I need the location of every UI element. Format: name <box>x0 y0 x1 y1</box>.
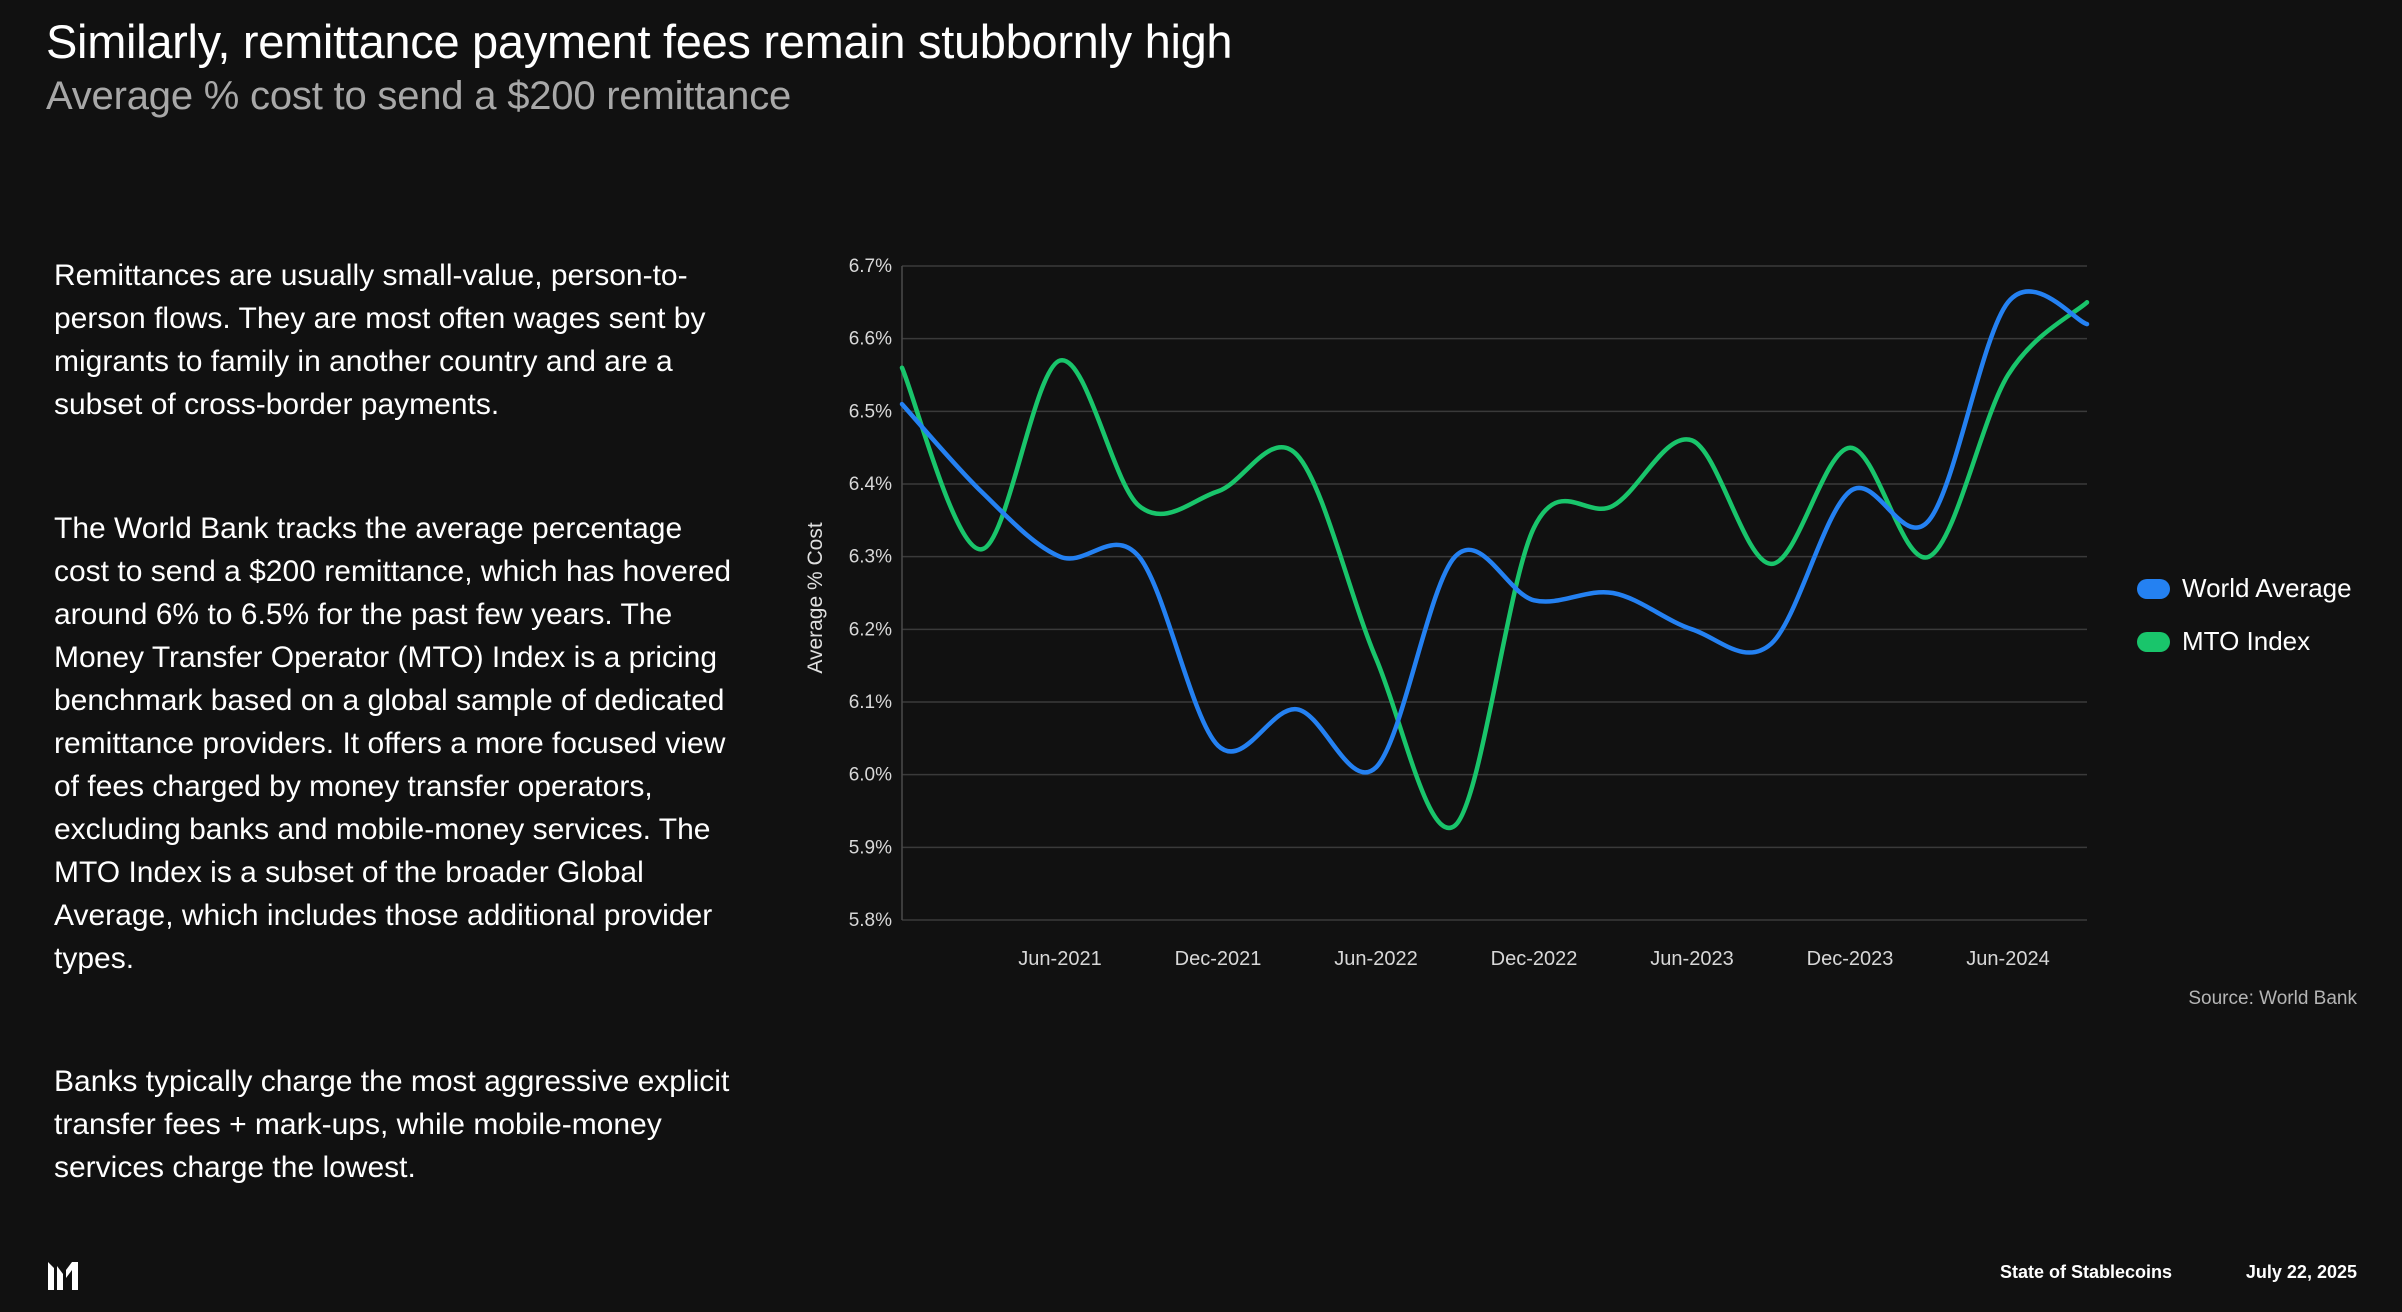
y-tick-label: 6.4% <box>849 474 892 495</box>
y-tick-label: 6.7% <box>849 256 892 277</box>
legend-label-mto-index: MTO Index <box>2182 626 2311 656</box>
y-tick-label: 6.0% <box>849 765 892 786</box>
y-axis-label: Average % Cost <box>804 522 827 674</box>
legend-label-world-average: World Average <box>2182 573 2352 603</box>
x-tick-label: Jun-2024 <box>1966 948 2049 970</box>
body-paragraph-banks: Banks typically charge the most aggressi… <box>54 1065 730 1184</box>
page-subtitle: Average % cost to send a $200 remittance <box>46 74 792 118</box>
legend-swatch-world-average <box>2137 578 2170 599</box>
y-tick-label: 5.8% <box>849 910 892 931</box>
footer-report-name: State of Stablecoins <box>2000 1262 2173 1282</box>
legend-item-world-average: World Average <box>2137 573 2352 604</box>
y-tick-label: 6.1% <box>849 692 892 713</box>
body-paragraph-remittances: Remittances are usually small-value, per… <box>54 259 706 421</box>
footer-date: July 22, 2025 <box>2245 1262 2357 1282</box>
page-title: Similarly, remittance payment fees remai… <box>46 15 1233 68</box>
y-tick-label: 6.6% <box>849 329 892 350</box>
y-tick-label: 5.9% <box>849 837 892 858</box>
x-tick-label: Dec-2022 <box>1491 948 1578 970</box>
series-line-mto-index <box>899 300 2090 831</box>
y-tick-label: 6.2% <box>849 619 892 640</box>
body-paragraph-world-bank: The World Bank tracks the average percen… <box>54 512 732 975</box>
y-tick-label: 6.5% <box>849 401 892 422</box>
legend-item-mto-index: MTO Index <box>2137 626 2310 657</box>
x-tick-label: Jun-2023 <box>1650 948 1733 970</box>
x-tick-label: Jun-2022 <box>1334 948 1417 970</box>
series-line-world-average <box>899 289 2090 775</box>
x-tick-label: Jun-2021 <box>1018 948 1101 970</box>
legend-swatch-mto-index <box>2137 631 2170 652</box>
chart-source: Source: World Bank <box>2188 988 2357 1009</box>
y-tick-label: 6.3% <box>849 547 892 568</box>
x-tick-label: Dec-2023 <box>1807 948 1894 970</box>
brand-logo-icon <box>48 1262 78 1290</box>
x-tick-label: Dec-2021 <box>1175 948 1262 970</box>
